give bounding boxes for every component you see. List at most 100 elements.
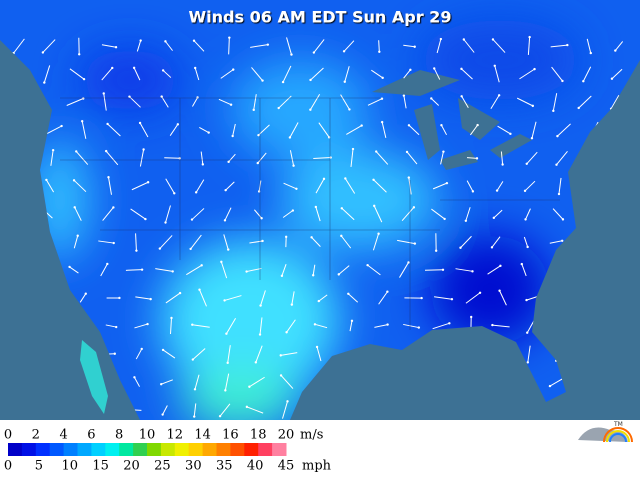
mph-tick-label: 5 <box>35 459 43 474</box>
wind-arrow <box>165 205 171 223</box>
wind-arrow <box>251 67 263 81</box>
wind-arrow <box>219 403 231 417</box>
wind-arrow-head <box>462 38 466 41</box>
wind-arrow <box>311 237 321 247</box>
wind-arrow-head <box>149 297 152 301</box>
wind-arrow <box>192 324 210 328</box>
wind-arrow-head <box>492 216 496 220</box>
wind-arrow <box>526 151 538 165</box>
wind-arrow <box>103 93 107 111</box>
wind-arrow <box>129 96 141 108</box>
wind-arrow <box>491 236 501 248</box>
wind-arrow <box>255 345 263 363</box>
wind-arrow-head <box>207 131 210 134</box>
wind-arrow-head <box>377 232 380 235</box>
wind-arrow-head <box>84 292 87 295</box>
wind-arrow <box>499 290 507 306</box>
wind-arrow <box>550 44 568 48</box>
wind-arrow-head <box>160 383 163 386</box>
wind-arrow-head <box>164 221 167 224</box>
wind-arrow <box>46 125 62 135</box>
color-swatch <box>77 443 92 456</box>
wind-arrow-head <box>223 299 226 302</box>
wind-arrow <box>191 97 199 107</box>
wind-arrow <box>193 40 205 52</box>
wind-arrow-head <box>313 323 317 326</box>
wind-arrow-head <box>433 67 436 70</box>
wind-arrow <box>250 44 268 48</box>
wind-arrow <box>347 293 359 303</box>
wind-arrow <box>69 266 79 274</box>
wind-arrow-head <box>75 150 78 153</box>
wind-arrow <box>496 181 504 191</box>
wind-arrow <box>220 69 234 79</box>
wind-arrow <box>136 40 142 52</box>
wind-arrow-head <box>531 104 535 108</box>
wind-arrow <box>492 39 506 53</box>
wind-arrow <box>289 122 299 138</box>
wind-arrow-head <box>193 388 197 391</box>
wind-arrow-head <box>566 43 569 47</box>
wind-arrow-head <box>261 79 264 82</box>
wind-arrow <box>161 96 169 108</box>
wind-arrow-head <box>366 263 369 267</box>
wind-arrow-head <box>256 161 259 165</box>
wind-arrow-head <box>295 187 298 191</box>
wind-arrow-head <box>509 132 512 136</box>
wind-arrow-head <box>526 331 529 334</box>
wind-arrow-head <box>476 123 479 127</box>
wind-arrow <box>224 295 242 301</box>
color-swatch <box>244 443 259 456</box>
wind-arrow-head <box>561 218 565 221</box>
wind-arrow-head <box>523 189 527 193</box>
wind-arrow-head <box>245 405 249 409</box>
wind-arrow <box>401 207 415 221</box>
wind-arrow <box>75 151 89 165</box>
wind-arrow-head <box>279 374 283 377</box>
wind-arrow-head <box>60 124 63 128</box>
wind-arrow-head <box>161 413 164 416</box>
wind-arrow-head <box>227 248 230 251</box>
wind-arrow <box>373 205 383 223</box>
wind-arrow <box>367 264 381 276</box>
mph-tick-label: 15 <box>92 459 109 474</box>
wind-arrow-head <box>434 249 438 252</box>
wind-arrow-head <box>189 247 192 251</box>
wind-arrow-head <box>340 234 343 238</box>
wind-arrow-head <box>132 66 136 70</box>
wind-arrow-head <box>322 177 326 181</box>
wind-arrow <box>315 206 321 222</box>
ms-tick-label: 4 <box>59 428 67 443</box>
wind-arrow <box>246 406 264 414</box>
wind-arrow <box>169 124 179 136</box>
wind-arrow <box>338 265 350 275</box>
color-swatch <box>133 443 148 456</box>
wind-arrow <box>286 319 296 333</box>
wind-arrow <box>161 379 173 385</box>
wind-arrow <box>408 124 420 136</box>
wind-arrow <box>159 235 173 249</box>
wind-arrow <box>134 323 148 329</box>
wind-arrow-head <box>51 148 55 152</box>
wind-arrow-head <box>475 157 479 160</box>
wind-arrow-head <box>279 354 282 357</box>
wind-arrow <box>527 37 531 55</box>
wind-arrow-head <box>73 206 76 209</box>
wind-arrow-head <box>448 322 451 325</box>
wind-arrow-head <box>498 289 501 292</box>
wind-arrow <box>69 68 85 80</box>
wind-arrow <box>164 157 180 159</box>
wind-arrow <box>43 65 51 83</box>
wind-arrow <box>611 68 623 80</box>
wind-arrow-head <box>220 260 223 264</box>
wind-arrow <box>131 181 149 191</box>
wind-arrow-head <box>530 137 534 140</box>
wind-arrow <box>193 403 197 417</box>
wind-arrow <box>516 97 534 107</box>
wind-arrow-head <box>386 290 389 293</box>
wind-arrow <box>349 320 353 332</box>
wind-arrow <box>220 261 228 279</box>
wind-arrow-head <box>68 265 71 269</box>
wind-arrow-head <box>229 103 233 106</box>
wind-arrow-head <box>192 39 196 42</box>
